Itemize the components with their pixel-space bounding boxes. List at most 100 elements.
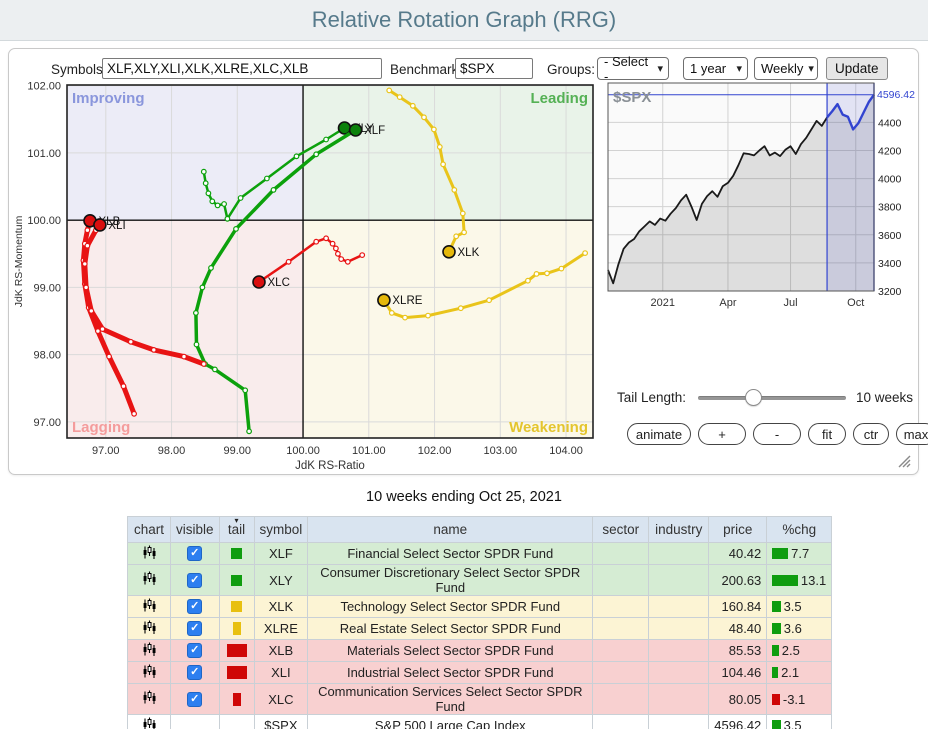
sector-cell [592,661,650,684]
sector-cell [592,617,650,640]
chart-cell[interactable] [127,714,171,729]
benchmark-input[interactable] [455,58,533,79]
chart-cell[interactable] [127,617,171,640]
price-cell: 200.63 [708,564,768,596]
column-header-symbol[interactable]: symbol [253,516,309,543]
name-cell: Materials Select Sector SPDR Fund [307,639,594,662]
update-button[interactable]: Update [826,57,888,80]
pct-change-cell: 2.5 [766,639,833,662]
chart-cell[interactable] [127,683,171,715]
industry-cell [648,617,710,640]
tail-color-swatch [231,574,243,586]
symbols-input[interactable] [102,58,382,79]
tail-cell [218,617,255,640]
symbol-table: chart visible ▾ tail symbol name sector industr… [127,516,833,729]
fit-button[interactable]: fit [808,423,846,445]
pct-change-cell: 3.5 [766,595,833,618]
frequency-select[interactable]: Weekly ▾ [754,57,818,80]
chart-cell[interactable] [127,564,171,596]
column-header-pctchg[interactable]: %chg [766,516,833,543]
symbol-cell: $SPX [253,714,309,729]
tail-color-swatch [231,601,243,612]
sector-cell [592,595,650,618]
head-XLI [93,218,107,232]
max-button[interactable]: max [896,423,928,445]
symbol-cell: XLF [253,542,309,565]
price-cell: 48.40 [708,617,768,640]
range-select[interactable]: 1 year ▾ [683,57,748,80]
tail-cell [218,595,255,618]
tail-length-slider-handle[interactable] [745,389,762,406]
chevron-down-icon: ▾ [657,63,663,75]
label-XLC: XLC [268,277,290,289]
column-header-sector[interactable]: sector [592,516,650,543]
column-header-visible[interactable]: visible [170,516,220,543]
range-select-value: 1 year [690,61,727,76]
label-XLI: XLI [108,220,125,232]
candlestick-chart-icon [143,571,155,585]
spx-xtick: Jul [784,297,798,309]
visible-checkbox[interactable]: ✓ [187,691,203,707]
pct-change-cell: -3.1 [766,683,833,715]
visible-checkbox[interactable]: ✓ [187,599,203,614]
center-button[interactable]: ctr [853,423,889,445]
table-row-XLK: ✓ XLK Technology Select Sector SPDR Fund 16… [127,595,833,618]
visible-checkbox[interactable]: ✓ [187,621,203,636]
rrg-chart[interactable]: 97.00 98.00 99.00 100.00 101.00 102.00 103.00 1… [11,79,605,477]
visible-cell: ✓ [170,564,220,596]
column-header-industry[interactable]: industry [648,516,710,543]
svg-text:101.00: 101.00 [27,148,61,160]
quadrant-weakening-label: Weakening [509,419,588,436]
name-cell: Technology Select Sector SPDR Fund [307,595,594,618]
animate-button[interactable]: animate [627,423,691,445]
industry-cell [648,595,710,618]
chart-cell[interactable] [127,661,171,684]
quadrant-lagging-label: Lagging [72,419,130,436]
industry-cell [648,639,710,662]
pct-change-cell: 13.1 [766,564,833,596]
svg-text:99.00: 99.00 [33,282,61,294]
sector-cell [592,714,650,729]
zoom-in-button[interactable]: + [698,423,746,445]
head-XLK [442,245,456,259]
frequency-select-value: Weekly [761,61,804,76]
candlestick-chart-icon [143,717,155,729]
spx-ytick: 3400 [878,258,902,270]
visible-checkbox[interactable]: ✓ [187,665,203,680]
column-header-name[interactable]: name [307,516,594,543]
spx-ytick: 4400 [878,117,902,129]
column-header-price[interactable]: price [708,516,768,543]
symbol-cell: XLK [253,595,309,618]
spx-ytick: 3600 [878,230,902,242]
benchmark-chart-svg: 3200 3400 3600 3800 4000 4200 4400 4596.42 2021 A… [607,82,915,309]
chevron-down-icon: ▾ [736,63,742,75]
chart-cell[interactable] [127,639,171,662]
tail-cell [218,564,255,596]
page-title: Relative Rotation Graph (RRG) [311,7,617,32]
svg-text:101.00: 101.00 [352,445,386,457]
chart-cell[interactable] [127,595,171,618]
pct-change-bar [772,645,779,656]
label-XLF: XLF [364,125,385,137]
resize-handle-icon[interactable] [896,453,911,468]
visible-checkbox[interactable]: ✓ [187,572,203,588]
spx-ytick: 4200 [878,145,902,157]
visible-checkbox[interactable]: ✓ [187,546,203,561]
svg-text:99.00: 99.00 [224,445,252,457]
industry-cell [648,542,710,565]
symbol-cell: XLB [253,639,309,662]
tail-length-slider-track[interactable] [698,396,846,400]
industry-cell [648,714,710,729]
groups-select[interactable]: - Select - ▾ [597,54,669,84]
symbol-table-wrap: chart visible ▾ tail symbol name sector industr… [127,516,833,729]
zoom-out-button[interactable]: - [753,423,801,445]
tail-XLF [194,128,358,434]
tail-cell [218,542,255,565]
chart-cell[interactable] [127,542,171,565]
column-header-tail[interactable]: ▾ tail [218,516,255,543]
name-cell: Communication Services Select Sector SPD… [307,683,594,715]
column-header-chart[interactable]: chart [127,516,171,543]
name-cell: Real Estate Select Sector SPDR Fund [307,617,594,640]
visible-checkbox[interactable]: ✓ [187,643,203,658]
tail-color-swatch [226,666,247,679]
